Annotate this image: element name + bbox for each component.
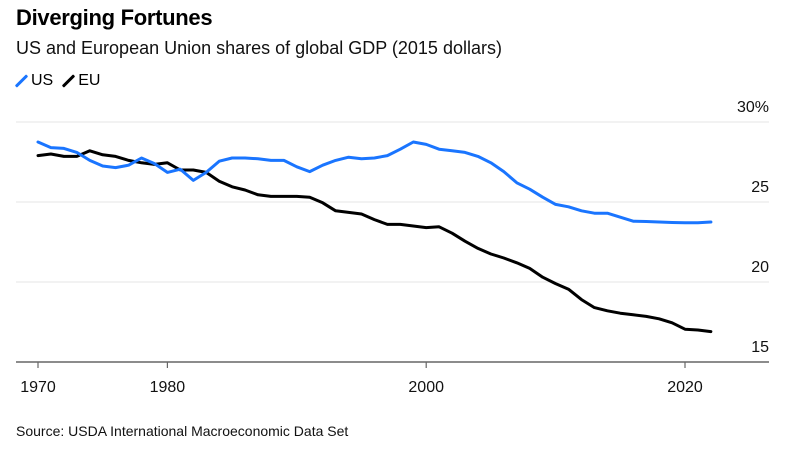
legend-label-eu: EU xyxy=(78,72,101,89)
x-tick-label: 2000 xyxy=(408,379,444,396)
chart-title: Diverging Fortunes xyxy=(16,5,213,30)
y-tick-label: 25 xyxy=(751,179,769,196)
gridlines xyxy=(16,121,769,283)
source-note: Source: USDA International Macroeconomic… xyxy=(16,423,349,439)
chart-subtitle: US and European Union shares of global G… xyxy=(16,38,502,58)
legend: US EU xyxy=(16,72,100,90)
series-lines xyxy=(36,140,713,334)
x-axis: 1970 1980 2000 2020 xyxy=(16,361,769,396)
x-tick-label: 1980 xyxy=(150,379,186,396)
y-tick-label: 15 xyxy=(751,339,769,356)
legend-label-us: US xyxy=(31,72,54,89)
y-tick-label: 20 xyxy=(751,259,769,276)
series-line-us xyxy=(36,140,713,225)
legend-item-eu: EU xyxy=(63,72,100,90)
series-line-eu xyxy=(36,149,713,334)
y-axis-labels: 15 20 25 30% xyxy=(737,99,769,356)
x-tick-label: 1970 xyxy=(20,379,56,396)
x-tick-label: 2020 xyxy=(667,379,703,396)
legend-item-us: US xyxy=(16,72,53,90)
y-tick-label: 30% xyxy=(737,99,769,116)
